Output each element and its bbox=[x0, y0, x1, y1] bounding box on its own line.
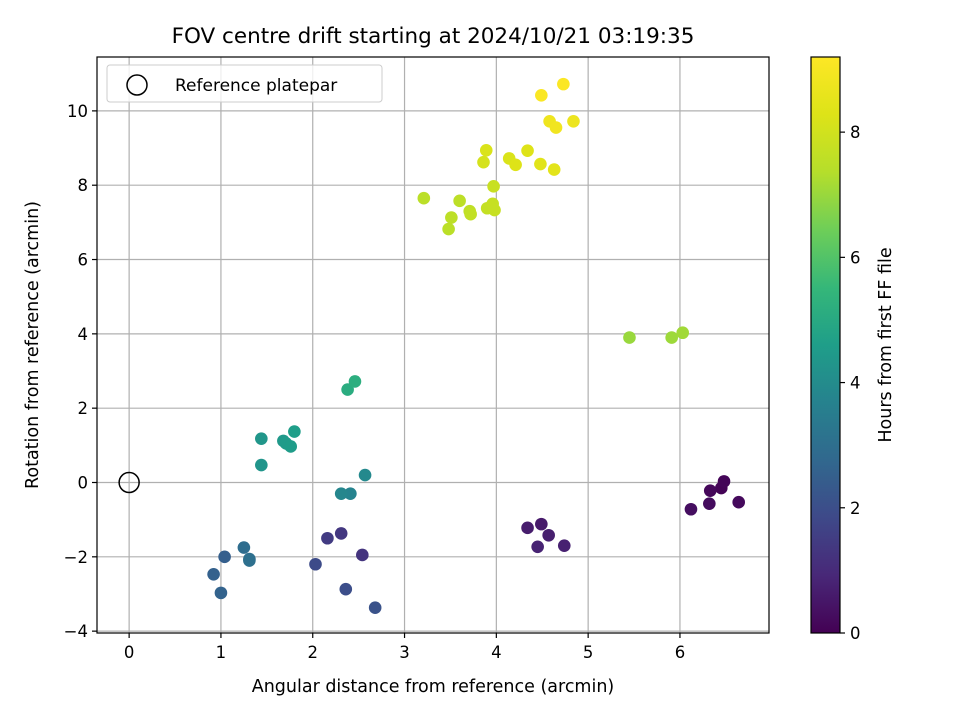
y-axis-label: Rotation from reference (arcmin) bbox=[23, 201, 43, 489]
data-point bbox=[368, 601, 382, 615]
plot-frame bbox=[96, 56, 770, 634]
y-tick-label: 4 bbox=[78, 325, 89, 344]
colorbar-tick-label: 2 bbox=[850, 499, 861, 518]
x-tick-label: 6 bbox=[675, 643, 686, 662]
plot-background bbox=[97, 57, 769, 633]
data-point bbox=[442, 222, 455, 236]
data-point bbox=[549, 121, 563, 134]
data-point bbox=[535, 88, 548, 102]
colorbar-label: Hours from first FF file bbox=[876, 247, 896, 442]
data-point bbox=[255, 458, 268, 472]
data-point bbox=[339, 582, 353, 596]
data-points bbox=[207, 77, 746, 615]
data-point bbox=[464, 207, 477, 221]
data-point bbox=[445, 211, 458, 224]
data-point bbox=[334, 527, 348, 540]
data-point bbox=[288, 425, 301, 438]
colorbar-ticks: 0 2 4 6 8 bbox=[840, 123, 861, 643]
colorbar-frame bbox=[810, 56, 841, 634]
data-point bbox=[488, 203, 501, 217]
y-tick-label: −4 bbox=[64, 622, 88, 641]
data-point bbox=[557, 539, 571, 552]
data-point bbox=[623, 331, 636, 344]
data-point bbox=[334, 487, 348, 500]
x-axis-ticks: 0 1 2 3 4 5 6 bbox=[124, 633, 685, 662]
data-point bbox=[531, 540, 544, 554]
legend: Reference platepar bbox=[106, 64, 383, 103]
x-tick-label: 3 bbox=[399, 643, 410, 662]
colorbar-tick-label: 0 bbox=[850, 624, 861, 643]
data-point bbox=[676, 326, 690, 340]
data-point bbox=[321, 531, 334, 545]
data-point bbox=[479, 143, 493, 157]
data-point bbox=[255, 432, 268, 445]
data-point bbox=[417, 191, 431, 205]
legend-marker-open-circle bbox=[126, 74, 148, 96]
y-gridlines bbox=[97, 110, 769, 632]
data-point bbox=[453, 194, 466, 208]
x-tick-label: 5 bbox=[583, 643, 594, 662]
data-point bbox=[557, 77, 570, 91]
data-point bbox=[703, 484, 717, 497]
y-tick-label: 2 bbox=[78, 399, 89, 418]
x-tick-label: 2 bbox=[307, 643, 318, 662]
y-axis-ticks: −4 −2 0 2 4 6 8 10 bbox=[64, 102, 97, 641]
y-tick-label: 8 bbox=[78, 176, 89, 195]
data-point bbox=[358, 468, 372, 482]
data-point bbox=[487, 180, 500, 193]
data-point bbox=[703, 497, 716, 510]
data-point bbox=[521, 521, 534, 535]
y-tick-label: 6 bbox=[78, 251, 89, 270]
data-point bbox=[535, 517, 548, 531]
y-tick-label: 0 bbox=[78, 473, 89, 492]
colorbar: 0 2 4 6 8 Hours from first FF file bbox=[810, 56, 896, 643]
data-point bbox=[207, 567, 220, 581]
x-tick-label: 0 bbox=[124, 643, 135, 662]
data-point bbox=[243, 554, 256, 567]
y-tick-label: −2 bbox=[64, 548, 88, 567]
data-point bbox=[665, 331, 678, 344]
data-point bbox=[547, 163, 561, 176]
data-point bbox=[344, 487, 357, 500]
reference-marker bbox=[118, 471, 140, 494]
y-tick-label: 10 bbox=[67, 102, 88, 121]
data-point bbox=[509, 158, 522, 172]
x-tick-label: 4 bbox=[491, 643, 502, 662]
data-point bbox=[237, 541, 251, 554]
colorbar-gradient bbox=[811, 57, 840, 633]
plot-area: 0 1 2 3 4 5 6 −4 −2 0 2 4 6 8 10 bbox=[64, 56, 770, 662]
x-tick-label: 1 bbox=[216, 643, 227, 662]
data-point bbox=[567, 114, 580, 128]
data-point bbox=[356, 548, 369, 562]
data-point bbox=[284, 440, 298, 453]
data-point bbox=[477, 155, 490, 169]
data-point bbox=[542, 528, 555, 542]
data-point bbox=[218, 550, 231, 564]
data-point bbox=[348, 375, 362, 388]
data-point bbox=[521, 144, 534, 157]
colorbar-tick-label: 6 bbox=[850, 248, 861, 267]
legend-label: Reference platepar bbox=[175, 76, 337, 96]
data-point bbox=[309, 557, 322, 571]
data-point bbox=[717, 475, 731, 488]
data-point bbox=[684, 502, 698, 516]
data-point bbox=[214, 586, 228, 600]
chart-title: FOV centre drift starting at 2024/10/21 … bbox=[172, 24, 695, 49]
colorbar-tick-label: 8 bbox=[850, 123, 861, 142]
data-point bbox=[534, 157, 547, 171]
legend-box bbox=[106, 64, 383, 103]
x-gridlines bbox=[128, 57, 681, 633]
data-point bbox=[732, 495, 746, 509]
colorbar-tick-label: 4 bbox=[850, 374, 861, 393]
x-axis-label: Angular distance from reference (arcmin) bbox=[252, 677, 615, 697]
data-point bbox=[341, 383, 354, 396]
